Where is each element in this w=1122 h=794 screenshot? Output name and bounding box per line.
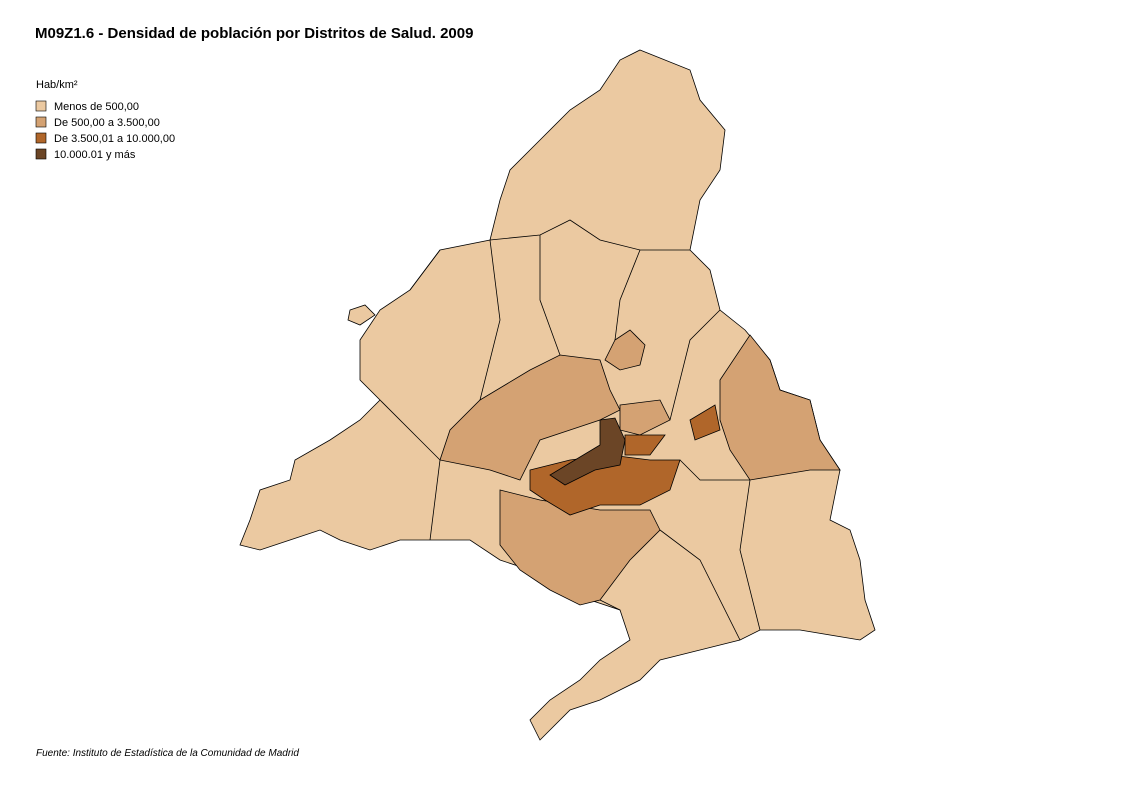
- district: [619, 399, 671, 436]
- district: [624, 434, 666, 456]
- district-border: [599, 599, 621, 611]
- district-border: [614, 249, 641, 341]
- legend-title: Hab/km²: [36, 79, 78, 91]
- legend: Menos de 500,00 De 500,00 a 3.500,00 De 3.…: [35, 100, 175, 161]
- district-border: [409, 249, 441, 291]
- district-border: [539, 235, 561, 356]
- legend-swatch: [35, 116, 47, 128]
- district: [439, 354, 621, 481]
- district-border: [669, 309, 721, 421]
- district-border: [479, 239, 501, 401]
- legend-label: De 500,00 a 3.500,00: [54, 117, 160, 129]
- legend-label: De 3.500,01 a 10.000,00: [54, 133, 175, 145]
- district: [719, 334, 841, 481]
- legend-swatch: [35, 148, 47, 160]
- district: [549, 417, 626, 486]
- district: [347, 304, 376, 326]
- district-border: [659, 529, 741, 641]
- district: [689, 404, 721, 441]
- legend-label: 10.000.01 y más: [54, 149, 136, 161]
- legend-swatch: [35, 100, 47, 112]
- legend-label: Menos de 500,00: [54, 101, 139, 113]
- district-border: [679, 459, 750, 481]
- district-border: [429, 459, 441, 541]
- regions: [239, 49, 876, 741]
- source-note: Fuente: Instituto de Estadística de la C…: [36, 748, 299, 759]
- district-border: [379, 399, 441, 461]
- district-border: [489, 219, 690, 251]
- legend-swatch: [35, 132, 47, 144]
- district-border: [739, 479, 761, 631]
- map-title: M09Z1.6 - Densidad de población por Dist…: [35, 25, 473, 42]
